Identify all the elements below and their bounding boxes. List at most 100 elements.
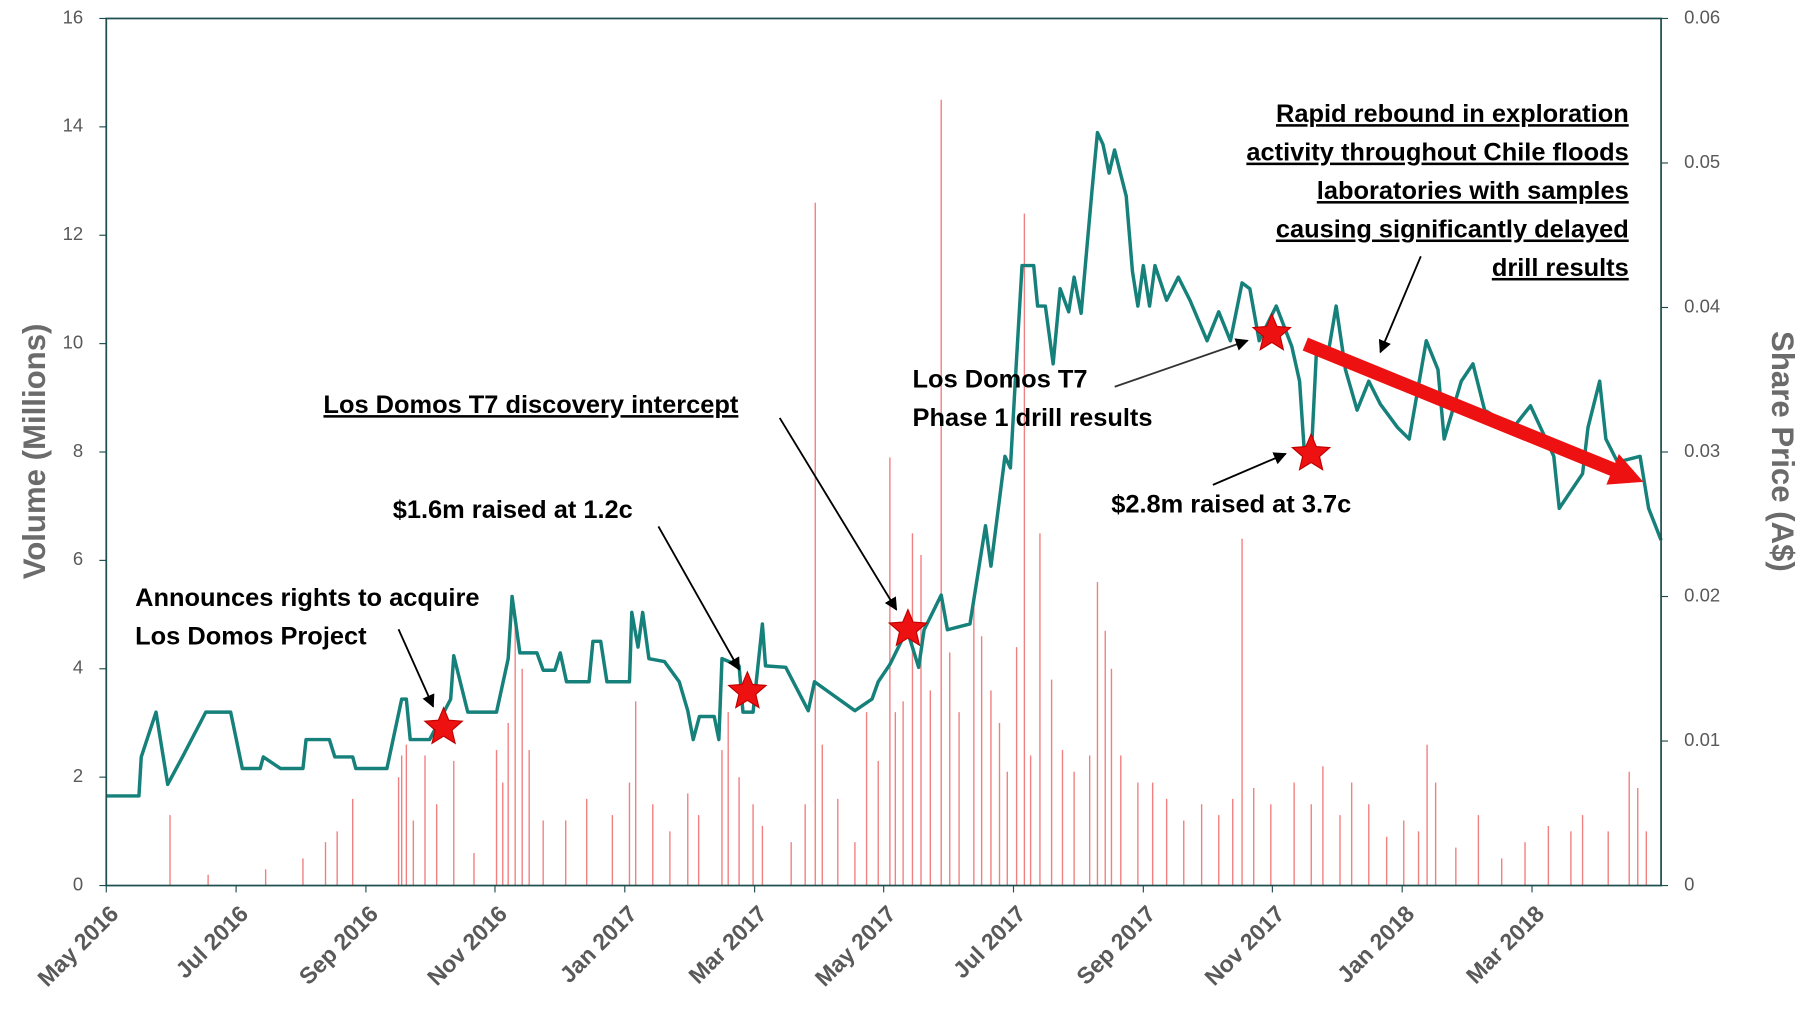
y-tick-label: 14 — [63, 115, 84, 136]
volume-bar — [1073, 771, 1075, 886]
volume-bar — [1232, 798, 1234, 886]
volume-bar — [1039, 533, 1041, 886]
volume-bar — [940, 99, 942, 886]
x-tick-label: Nov 2016 — [422, 900, 512, 990]
volume-bar — [814, 202, 816, 886]
volume-bar — [521, 668, 523, 886]
volume-bar — [1339, 815, 1341, 886]
volume-bar — [1385, 836, 1388, 886]
volume-bar — [865, 712, 868, 886]
volume-bar — [1434, 782, 1437, 886]
annotation-text: $2.8m raised at 3.7c — [1111, 490, 1351, 518]
y-axis-title: Volume (Millions) — [17, 324, 52, 580]
y-tick-label: 10 — [63, 331, 84, 352]
volume-bar — [697, 815, 700, 886]
volume-bar — [920, 554, 922, 886]
volume-bar — [634, 701, 637, 886]
volume-bar — [336, 831, 338, 886]
volume-bar — [502, 782, 504, 886]
volume-bar — [1015, 647, 1018, 886]
volume-bar — [1165, 798, 1168, 886]
x-tick-label: May 2016 — [32, 900, 123, 991]
x-tick-label: Jan 2017 — [555, 900, 642, 987]
y2-tick-label: 0.06 — [1684, 6, 1720, 27]
volume-bar — [889, 457, 891, 886]
volume-bar — [1455, 847, 1457, 886]
x-tick-label: May 2017 — [810, 900, 901, 991]
annotation-arrow — [397, 628, 435, 708]
y2-tick-label: 0.05 — [1684, 151, 1720, 172]
volume-bar — [1023, 213, 1026, 886]
volume-bar — [738, 777, 740, 886]
volume-bar — [1241, 538, 1243, 886]
volume-bar — [1477, 815, 1480, 886]
volume-bar — [1200, 804, 1203, 886]
volume-bar — [790, 842, 792, 886]
volume-bar — [1137, 782, 1139, 886]
volume-bar — [1293, 782, 1295, 886]
volume-bar — [687, 793, 689, 886]
volume-bar — [1607, 831, 1609, 886]
volume-bar — [652, 804, 654, 886]
volume-bar — [998, 722, 1001, 886]
annotation-arrow — [657, 526, 741, 671]
y2-tick-label: 0.01 — [1684, 729, 1720, 750]
volume-bar — [628, 782, 631, 886]
volume-bar — [1637, 787, 1639, 886]
volume-bar — [1524, 842, 1526, 886]
volume-bar — [1006, 771, 1008, 886]
annotation-text: activity throughout Chile floods — [1246, 139, 1628, 167]
volume-bar — [1029, 755, 1032, 886]
volume-bar — [911, 533, 914, 886]
volume-bar — [669, 831, 671, 886]
volume-bar — [1322, 766, 1324, 886]
annotation-arrow — [1378, 255, 1422, 354]
volume-bar — [1110, 668, 1113, 886]
event-star — [727, 670, 768, 709]
x-tick-label: Mar 2017 — [683, 900, 771, 988]
volume-bar — [1403, 820, 1405, 886]
y-tick-label: 0 — [73, 873, 83, 894]
volume-bar — [1628, 771, 1630, 886]
volume-bar — [721, 750, 723, 886]
volume-bar — [761, 825, 764, 886]
volume-bar — [837, 798, 839, 886]
y2-tick-label: 0 — [1684, 873, 1694, 894]
x-tick-label: Jul 2017 — [948, 900, 1031, 983]
volume-bar — [973, 592, 975, 886]
volume-bar — [507, 722, 509, 886]
annotation-arrow — [1114, 338, 1249, 388]
annotation-text: Los Domos T7 discovery intercept — [323, 391, 738, 419]
x-tick-label: Jul 2016 — [170, 900, 253, 983]
volume-bar — [453, 760, 455, 886]
x-tick-label: Nov 2017 — [1199, 900, 1289, 990]
annotation-text: Los Domos T7 — [913, 366, 1088, 394]
volume-bar — [1368, 804, 1370, 886]
event-star — [887, 608, 929, 647]
annotation-text: causing significantly delayed — [1276, 216, 1629, 244]
volume-bar — [854, 842, 856, 886]
volume-bar — [473, 853, 475, 886]
annotation-text: laboratories with samples — [1317, 177, 1629, 205]
event-star — [423, 706, 464, 745]
volume-bar — [1270, 804, 1272, 886]
volume-bar — [207, 874, 209, 886]
volume-bar — [1088, 755, 1091, 886]
volume-bar — [324, 842, 327, 886]
volume-bar — [528, 750, 530, 886]
y2-tick-label: 0.03 — [1684, 440, 1720, 461]
y2-axis-title: Share Price (A$) — [1765, 331, 1800, 572]
x-tick-label: Jan 2018 — [1332, 900, 1419, 987]
x-tick-label: Mar 2018 — [1461, 900, 1549, 988]
volume-bar — [542, 820, 544, 886]
y2-tick-label: 0.04 — [1684, 295, 1720, 316]
volume-bar — [1581, 815, 1584, 886]
volume-bar — [302, 858, 304, 886]
volume-bar — [1096, 582, 1099, 886]
volume-bar — [752, 804, 754, 886]
y2-tick-label: 0.02 — [1684, 584, 1720, 605]
annotation-text: drill results — [1492, 254, 1629, 282]
trend-arrow — [1302, 337, 1644, 485]
volume-bar — [514, 614, 516, 886]
